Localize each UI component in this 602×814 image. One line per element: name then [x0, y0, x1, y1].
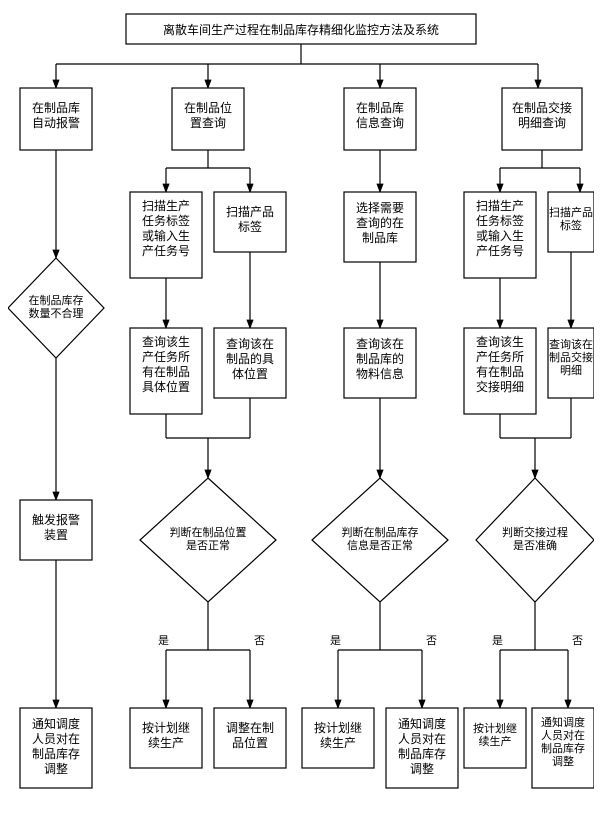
c2-left-scan-text: 扫描生产任务标签或输入生产任务号	[142, 199, 190, 258]
c3-yes-box-text: 按计划继续生产	[314, 721, 362, 750]
title-text: 离散车间生产过程在制品库存精细化监控方法及系统	[163, 22, 439, 37]
c3-yes: 是	[330, 634, 341, 647]
c4-no: 否	[572, 635, 583, 647]
c2-left-q-text: 查询该生产任务所有在制品具体位置	[142, 335, 190, 394]
c2-no: 否	[254, 635, 265, 647]
c3-select-text: 选择需要查询的在制品库	[356, 201, 404, 245]
c3-query-text: 查询该在制品库的物料信息	[356, 337, 404, 381]
c3-diamond-text: 判断在制品库存信息是否正常	[342, 525, 419, 552]
c4-left-scan-text: 扫描生产任务标签或输入生产任务号	[476, 199, 524, 258]
c2-right-q-text: 查询该在制品的具体位置	[226, 337, 274, 381]
c4-left-q-text: 查询该生产任务所有在制品交接明细	[476, 335, 524, 394]
flowchart-canvas: 离散车间生产过程在制品库存精细化监控方法及系统 在制品库自动报警 在制品库存数量…	[8, 8, 594, 806]
c4-yes-box-text: 按计划继续生产	[473, 721, 517, 748]
c3-no: 否	[426, 635, 437, 647]
c2-yes-box-text: 按计划继续生产	[142, 721, 190, 750]
c1-diamond-text: 在制品库存数量不合理	[29, 293, 84, 320]
c2-yes: 是	[158, 634, 169, 647]
c4-yes: 是	[492, 634, 503, 647]
